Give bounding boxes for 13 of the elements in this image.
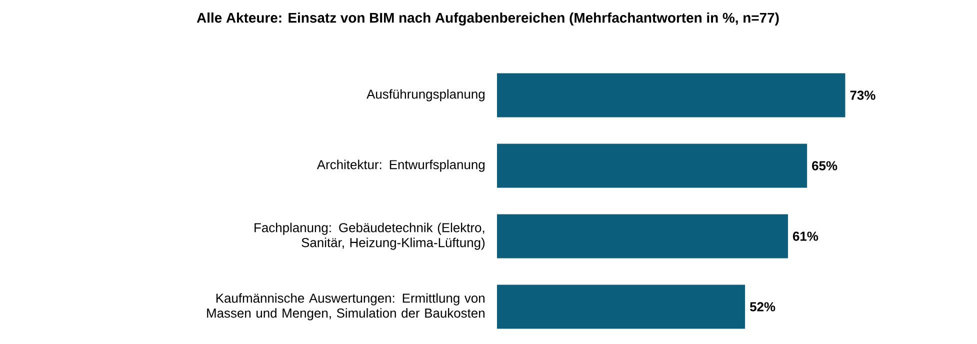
- bar: [497, 214, 788, 258]
- data-label: 61%: [792, 232, 818, 241]
- y-tick-label: Fachplanung: Gebäudetechnik (Elektro, Sanitär, Heizung-Klima-Lüftung): [254, 222, 485, 250]
- data-label: 65%: [812, 161, 838, 170]
- bar: [497, 73, 846, 118]
- y-tick-label: Ausführungsplanung: [366, 89, 485, 102]
- bar: [497, 144, 808, 188]
- y-tick-label: Architektur: Entwurfsplanung: [316, 160, 485, 172]
- bar: [497, 284, 746, 329]
- data-label: 52%: [750, 302, 776, 312]
- data-label: 73%: [850, 90, 876, 100]
- y-tick-label: Kaufmännische Auswertungen: Ermittlung von Massen und Mengen, Simulation der Baukosten: [207, 293, 484, 320]
- chart-title: Alle Akteure: Einsatz von BIM nach Aufgabenbereichen (Mehrfachantworten in %, n=77): [196, 12, 779, 26]
